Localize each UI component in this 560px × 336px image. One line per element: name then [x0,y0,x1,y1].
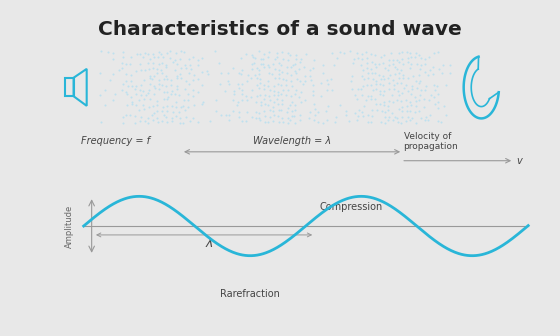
Text: Frequency = f: Frequency = f [81,136,150,146]
Bar [64,78,73,96]
Text: Amplitude: Amplitude [65,204,74,248]
Text: Velocity of
propagation: Velocity of propagation [404,132,458,151]
Text: Compression: Compression [320,202,383,212]
Text: v: v [516,156,522,166]
Text: Rarefraction: Rarefraction [220,289,280,299]
Text: Characteristics of a sound wave: Characteristics of a sound wave [98,20,462,39]
Text: λ: λ [205,237,212,250]
Text: Wavelength = λ: Wavelength = λ [253,136,331,146]
